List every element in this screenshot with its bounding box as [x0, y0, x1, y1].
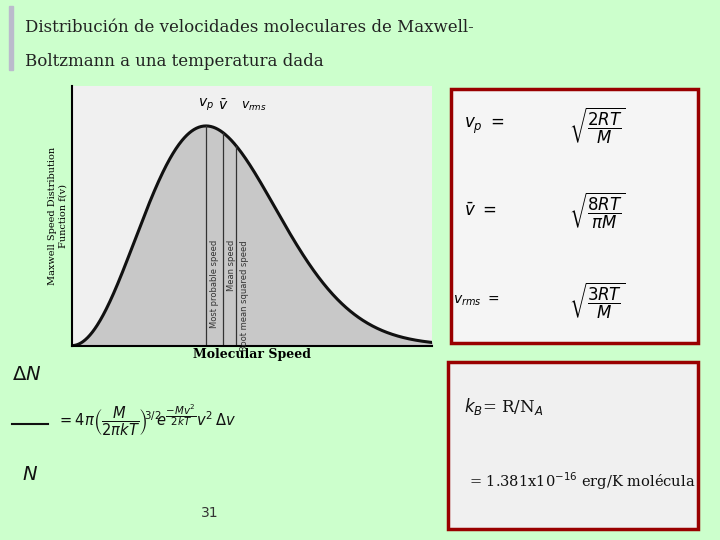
Text: $\sqrt{\dfrac{3RT}{M}}$: $\sqrt{\dfrac{3RT}{M}}$ [569, 280, 625, 321]
Text: 31: 31 [202, 506, 219, 520]
Text: = 1.381x10$^{-16}$ erg/K molécula: = 1.381x10$^{-16}$ erg/K molécula [469, 470, 696, 492]
Text: $N$: $N$ [22, 465, 38, 484]
Text: $\sqrt{\dfrac{8RT}{\pi M}}$: $\sqrt{\dfrac{8RT}{\pi M}}$ [569, 191, 626, 231]
Text: Root mean squared speed: Root mean squared speed [240, 240, 249, 351]
Text: $\Delta N$: $\Delta N$ [12, 365, 41, 384]
Y-axis label: Maxwell Speed Distribution
Function f(v): Maxwell Speed Distribution Function f(v) [48, 147, 68, 285]
Text: $\bar{v}$: $\bar{v}$ [218, 98, 228, 113]
Text: $\bar{v}\ =$: $\bar{v}\ =$ [464, 202, 496, 220]
X-axis label: Molecular Speed: Molecular Speed [193, 348, 311, 361]
Text: Mean speed: Mean speed [227, 240, 236, 292]
Text: $v_p$: $v_p$ [198, 97, 214, 113]
Text: $v_{rms}$: $v_{rms}$ [240, 100, 266, 113]
Text: $v_p\ =$: $v_p\ =$ [464, 116, 504, 136]
Text: $\sqrt{\dfrac{2RT}{M}}$: $\sqrt{\dfrac{2RT}{M}}$ [569, 106, 626, 146]
Text: $k_B$= R/N$_A$: $k_B$= R/N$_A$ [464, 396, 543, 417]
Text: Distribución de velocidades moleculares de Maxwell-: Distribución de velocidades moleculares … [25, 19, 474, 36]
Text: $= 4\pi \left(\dfrac{M}{2\pi kT}\right)^{\!\!3/2}\!\! e^{\dfrac{-Mv^2}{2kT}} v^2: $= 4\pi \left(\dfrac{M}{2\pi kT}\right)^… [57, 403, 236, 438]
Text: $v_{rms}\ =$: $v_{rms}\ =$ [454, 293, 500, 308]
Bar [9, 6, 13, 70]
Text: Most probable speed: Most probable speed [210, 240, 219, 328]
Text: Boltzmann a una temperatura dada: Boltzmann a una temperatura dada [25, 53, 324, 70]
